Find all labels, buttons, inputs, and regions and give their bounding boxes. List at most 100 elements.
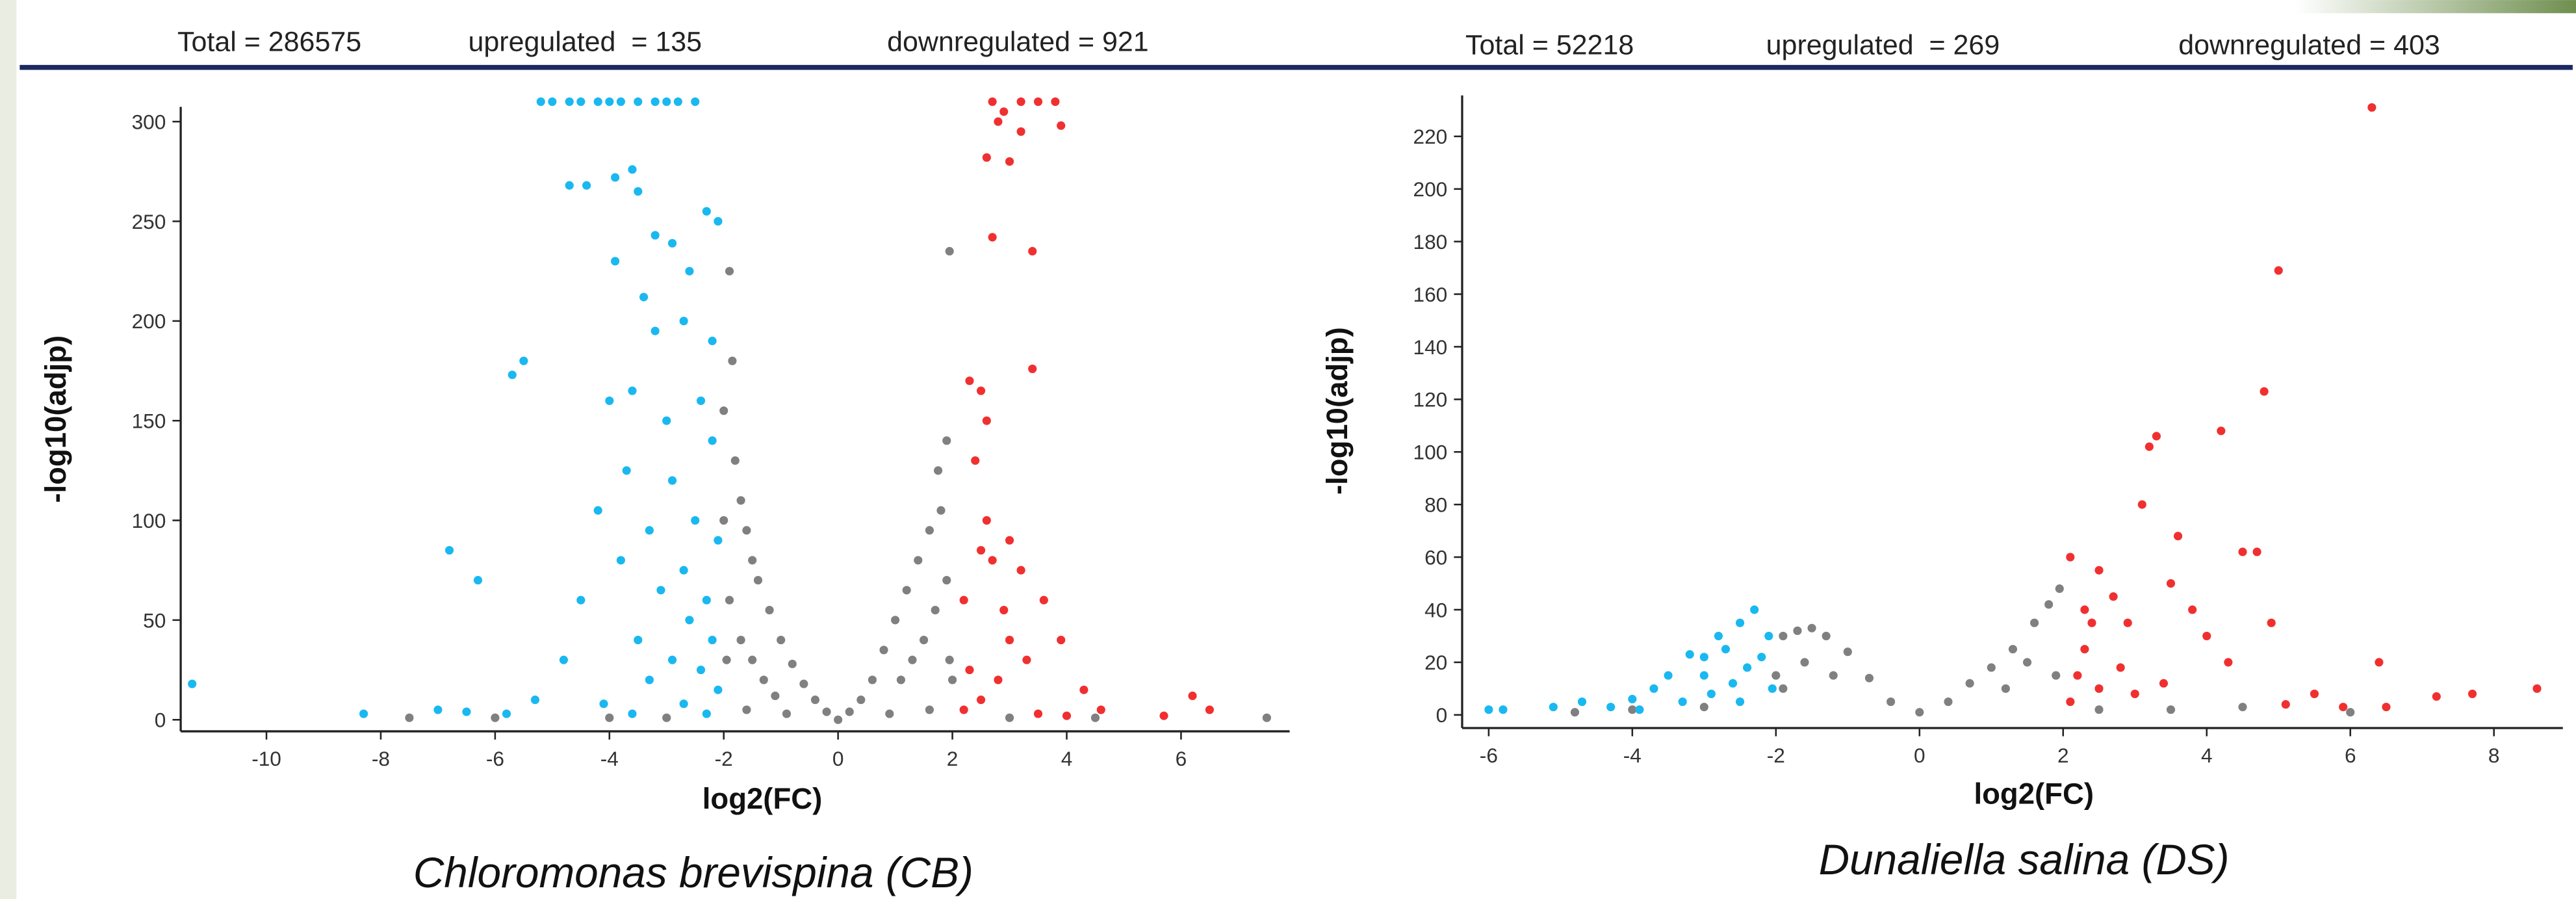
- data-point: [925, 526, 934, 535]
- data-point: [1721, 645, 1731, 654]
- data-point: [1793, 626, 1802, 635]
- data-point: [1606, 703, 1616, 712]
- data-point: [714, 216, 723, 226]
- x-tick-label: -6: [486, 747, 504, 770]
- data-point: [2166, 705, 2176, 714]
- header-stat: upregulated = 135: [468, 26, 702, 57]
- data-point: [1735, 618, 1745, 627]
- data-point: [679, 699, 688, 709]
- data-point: [1079, 685, 1088, 694]
- data-point: [1864, 673, 1874, 683]
- data-point: [885, 709, 894, 718]
- data-point: [634, 187, 643, 196]
- data-point: [1028, 246, 1037, 256]
- data-point: [2217, 426, 2226, 436]
- data-point: [2001, 684, 2010, 693]
- data-point: [1750, 605, 1759, 614]
- data-point: [2375, 658, 2384, 667]
- data-point: [1843, 647, 1852, 657]
- y-tick-label: 100: [132, 509, 166, 532]
- data-point: [576, 595, 586, 605]
- data-point: [2238, 547, 2247, 556]
- data-point: [857, 696, 866, 705]
- data-point: [999, 107, 1009, 116]
- x-tick-label: -6: [1480, 744, 1498, 767]
- y-axis-label: -log10(adjp): [1320, 327, 1354, 495]
- data-point: [702, 207, 711, 216]
- data-point: [2066, 553, 2075, 562]
- data-point: [1707, 689, 1716, 698]
- data-point: [2116, 663, 2125, 672]
- data-point: [605, 713, 614, 722]
- data-point: [988, 97, 997, 106]
- data-point: [947, 675, 957, 684]
- data-point: [1699, 671, 1708, 680]
- data-point: [822, 707, 831, 716]
- x-axis-label: log2(FC): [702, 782, 823, 815]
- chart-title: Dunaliella salina (DS): [1819, 836, 2230, 883]
- data-point: [650, 97, 660, 106]
- x-tick-label: 6: [1176, 747, 1187, 770]
- data-point: [2281, 700, 2290, 709]
- data-point: [667, 655, 677, 664]
- data-point: [1016, 97, 1025, 106]
- data-point: [673, 97, 682, 106]
- data-point: [696, 666, 706, 675]
- y-tick-label: 0: [155, 709, 166, 732]
- data-point: [2159, 679, 2169, 688]
- data-point: [2080, 605, 2089, 614]
- data-point: [696, 396, 706, 406]
- header-stat: downregulated = 403: [2178, 30, 2440, 61]
- data-point: [433, 705, 443, 714]
- data-point: [771, 691, 780, 701]
- data-point: [1096, 705, 1105, 714]
- data-point: [605, 396, 614, 406]
- data-point: [639, 293, 649, 302]
- data-point: [2030, 618, 2039, 627]
- data-point: [2087, 618, 2096, 627]
- data-point: [2467, 689, 2477, 698]
- data-point: [1033, 97, 1043, 106]
- data-point: [2094, 566, 2104, 575]
- y-axis-label: -log10(adjp): [39, 335, 72, 503]
- data-point: [725, 267, 734, 276]
- data-point: [1822, 631, 1831, 640]
- data-point: [1262, 713, 1271, 722]
- data-point: [2252, 547, 2261, 556]
- data-point: [1635, 705, 1644, 714]
- data-point: [936, 506, 946, 515]
- data-point: [188, 679, 197, 688]
- data-point: [645, 675, 654, 684]
- data-point: [548, 97, 557, 106]
- data-point: [565, 181, 574, 190]
- data-point: [908, 655, 917, 664]
- data-point: [976, 696, 986, 705]
- x-tick-label: -2: [715, 747, 733, 770]
- data-point: [719, 515, 728, 525]
- data-point: [1915, 708, 1924, 717]
- data-point: [971, 456, 980, 465]
- data-point: [1005, 713, 1014, 722]
- x-tick-label: 4: [2201, 744, 2213, 767]
- data-point: [730, 456, 740, 465]
- data-point: [959, 595, 968, 605]
- y-tick-label: 20: [1424, 651, 1447, 674]
- data-point: [2008, 645, 2018, 654]
- data-point: [982, 416, 991, 425]
- y-tick-label: 250: [132, 210, 166, 233]
- data-point: [736, 496, 745, 505]
- data-point: [530, 696, 540, 705]
- data-point: [628, 165, 637, 174]
- data-point: [1771, 671, 1781, 680]
- data-point: [1764, 631, 1773, 640]
- data-point: [1714, 631, 1723, 640]
- data-point: [2532, 684, 2542, 693]
- data-point: [702, 709, 711, 718]
- data-point: [725, 595, 734, 605]
- data-point: [662, 713, 671, 722]
- data-point: [2130, 689, 2139, 698]
- data-point: [2267, 618, 2276, 627]
- data-point: [1628, 705, 1637, 714]
- y-tick-label: 80: [1424, 493, 1447, 517]
- data-point: [616, 556, 625, 565]
